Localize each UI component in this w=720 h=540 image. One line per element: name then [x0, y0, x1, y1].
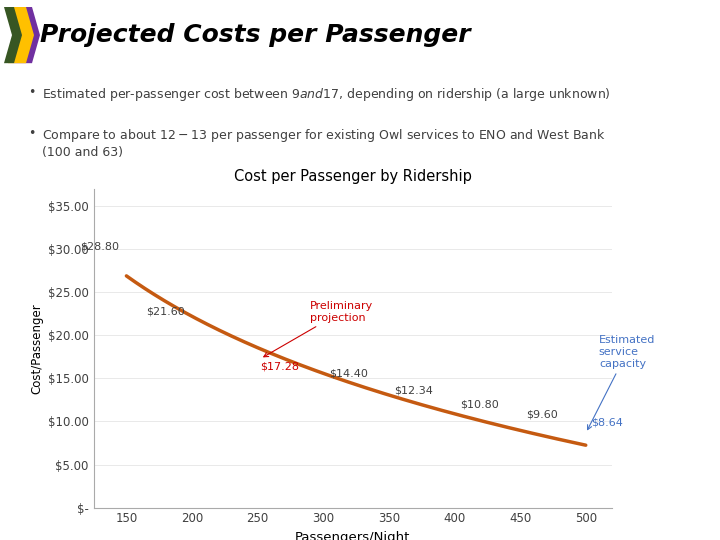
Text: $9.60: $9.60: [526, 409, 557, 420]
Title: Cost per Passenger by Ridership: Cost per Passenger by Ridership: [234, 168, 472, 184]
Polygon shape: [4, 7, 22, 63]
Text: Estimated
service
capacity: Estimated service capacity: [588, 335, 655, 430]
Text: •: •: [28, 86, 35, 99]
Polygon shape: [14, 7, 40, 63]
Text: Projected Costs per Passenger: Projected Costs per Passenger: [40, 23, 471, 47]
Text: Compare to about $12-$13 per passenger for existing Owl services to ENO and West: Compare to about $12-$13 per passenger f…: [42, 127, 606, 159]
Text: Estimated per-passenger cost between $9 and $17, depending on ridership (a large: Estimated per-passenger cost between $9 …: [42, 86, 611, 103]
Text: $12.34: $12.34: [395, 386, 433, 396]
Text: •: •: [28, 127, 35, 140]
X-axis label: Passengers/Night: Passengers/Night: [295, 531, 410, 540]
Text: $28.80: $28.80: [81, 241, 120, 251]
Text: $21.60: $21.60: [146, 306, 185, 316]
Text: $10.80: $10.80: [460, 399, 499, 409]
Text: Preliminary
projection: Preliminary projection: [264, 301, 374, 357]
Text: $17.28: $17.28: [261, 362, 300, 372]
Text: $14.40: $14.40: [329, 368, 368, 378]
Y-axis label: Cost/Passenger: Cost/Passenger: [31, 303, 44, 394]
Text: $8.64: $8.64: [591, 417, 624, 428]
Polygon shape: [8, 7, 34, 63]
